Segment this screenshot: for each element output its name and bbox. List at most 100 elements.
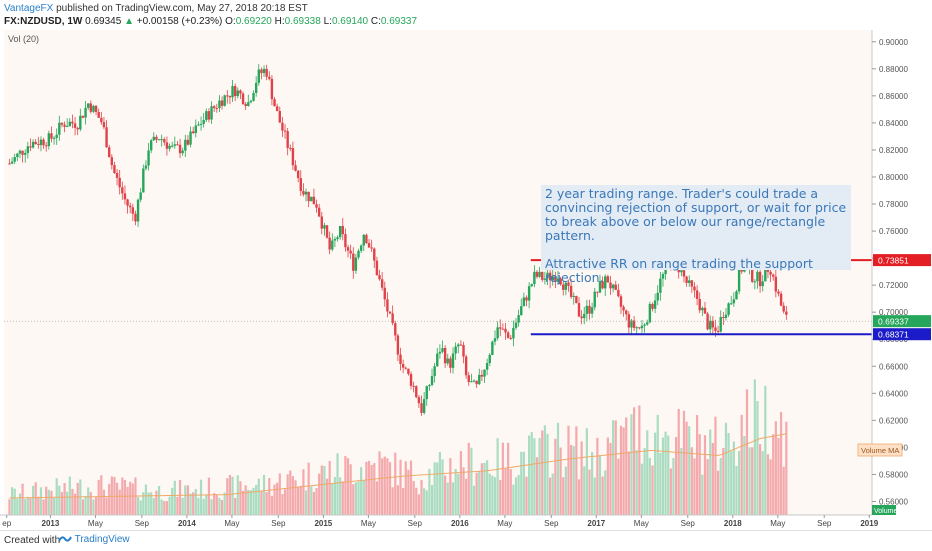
candle-body [541,271,544,280]
volume-bar [709,429,712,515]
candle-body [685,276,688,283]
volume-bar [367,460,371,515]
volume-bar [480,463,483,515]
volume-bar [612,420,615,515]
volume-bar [782,466,785,515]
candle-body [142,168,145,193]
candle-body [422,399,426,413]
x-tick-label: 2018 [724,519,742,528]
candle-body [698,298,701,311]
candle-body [703,307,707,314]
candle-body [525,297,528,301]
candle-body [651,303,654,309]
volume-bar [286,474,289,515]
volume-bar [29,497,32,515]
volume-bar [247,489,250,515]
volume-bar [774,421,777,515]
candle-body [296,170,300,179]
volume-bar [575,426,578,515]
candle-body [543,278,547,280]
volume-bar [748,447,751,515]
candle-body [92,105,95,112]
annotation-line-2: Attractive RR on range trading the suppo… [545,256,813,285]
candle-body [304,191,308,195]
volume-bar [538,438,541,515]
candle-body [433,366,436,377]
candle-body [107,147,111,158]
volume-bar [758,444,762,515]
candle-body [68,121,72,127]
candle-body [260,69,263,74]
candle-body [693,286,696,291]
x-tick-label: Sep [817,519,832,528]
volume-bar [381,458,384,515]
volume-bar [438,451,441,515]
volume-bar [270,495,274,515]
x-tick-label: Sep [544,519,559,528]
candle-body [572,295,575,297]
candle-body [491,341,494,355]
open-label: O: [225,16,236,27]
candle-body [265,68,268,77]
candle-body [181,150,184,154]
candle-body [774,276,778,292]
volume-bar [772,434,775,515]
volume-bar [619,425,623,515]
candle-body [459,344,463,346]
volume-bar [102,489,106,515]
candle-body [249,100,253,103]
y-tick-label: 0.62000 [879,416,908,425]
candle-body [239,90,242,94]
volume-bar [315,488,318,515]
annotation-box[interactable]: 2 year trading range. Trader's could tra… [541,185,851,285]
candle-body [449,358,452,368]
close-value: 0.69337 [380,16,418,27]
candle-body [270,78,274,100]
candle-body [425,386,428,400]
candle-body [210,106,213,120]
volume-bar [129,481,132,515]
volume-bar [779,411,783,515]
x-tick-label: Sep [408,519,423,528]
candle-body [186,139,190,145]
resistance-price-label: 0.73851 [878,256,909,266]
candle-body [26,146,30,153]
volume-bar [404,461,407,515]
volume-bar [354,482,358,515]
volume-bar [402,487,405,515]
candle-body [546,272,549,279]
volume-bar [176,496,179,515]
volume-bar [630,414,633,515]
chart-header: VantageFX published on TradingView.com, … [0,0,932,30]
candle-body [341,226,344,235]
volume-bar [695,415,699,515]
y-tick-label: 0.82000 [879,146,908,155]
candle-body [609,282,612,289]
volume-bar [160,499,163,515]
volume-bar [716,470,720,515]
volume-bar [60,492,64,515]
volume-bar [273,484,276,515]
price-chart[interactable]: Vol (20) 0.90000 0.88000 0.86000 0.84000 0.82… [0,30,932,530]
candle-body [121,187,124,194]
candle-body [559,278,562,285]
candle-body [535,271,539,277]
price-value: 0.69345 [85,16,122,27]
volume-bar [604,470,607,515]
volume-bar [215,495,218,515]
candle-body [769,271,772,275]
candle-body [191,131,195,134]
volume-bar [278,473,281,515]
volume-bar [727,432,730,515]
candle-body [530,284,533,287]
candle-body [131,207,135,214]
volume-bar [643,448,646,515]
candle-body [331,240,334,250]
chart-area[interactable]: Vol (20) 0.90000 0.88000 0.86000 0.84000 0.82… [0,30,932,530]
tradingview-brand[interactable]: TradingView [58,534,130,545]
candle-body [52,137,56,139]
volume-bar [507,442,510,515]
author-link[interactable]: VantageFX [4,3,54,14]
volume-bar [669,468,672,515]
y-tick-label: 0.80000 [879,173,908,182]
